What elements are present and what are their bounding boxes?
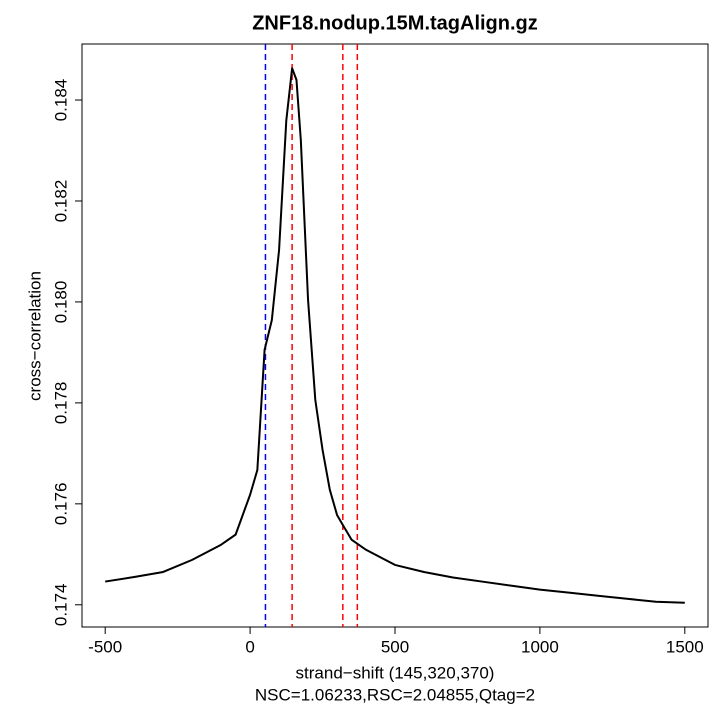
y-tick-label: 0.182 <box>51 180 70 223</box>
x-tick-label: 500 <box>381 637 409 656</box>
x-tick-label: 0 <box>245 637 254 656</box>
data-line <box>105 67 685 604</box>
subtitle: NSC=1.06233,RSC=2.04855,Qtag=2 <box>255 685 535 704</box>
y-tick-label: 0.180 <box>51 281 70 324</box>
y-tick-label: 0.174 <box>51 584 70 627</box>
x-tick-label: -500 <box>88 637 122 656</box>
y-tick-label: 0.176 <box>51 483 70 526</box>
y-tick-label: 0.178 <box>51 382 70 425</box>
chart-title: ZNF18.nodup.15M.tagAlign.gz <box>252 12 538 34</box>
plot-frame <box>81 43 709 628</box>
y-axis-label: cross−correlation <box>25 271 44 401</box>
x-axis-label: strand−shift (145,320,370) <box>296 663 495 682</box>
x-tick-label: 1000 <box>521 637 559 656</box>
y-tick-label: 0.184 <box>51 79 70 122</box>
x-tick-label: 1500 <box>666 637 704 656</box>
